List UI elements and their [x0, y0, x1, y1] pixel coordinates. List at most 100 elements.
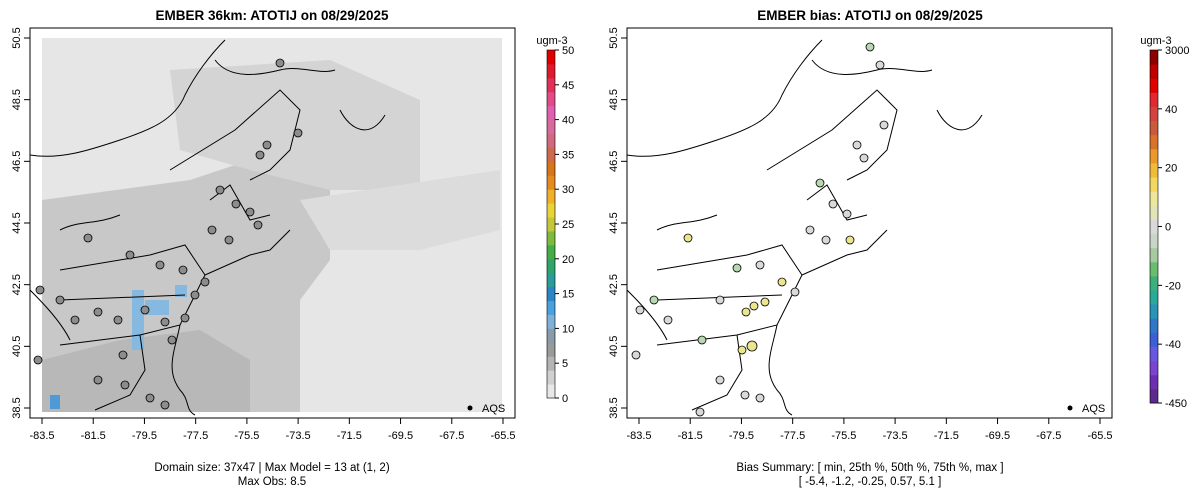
bias-site	[821, 235, 831, 245]
aqs-sites	[33, 58, 303, 410]
coastline	[339, 109, 386, 131]
lake-shore	[30, 289, 71, 341]
colorbar-tick-label: 50	[562, 45, 574, 57]
aqs-site	[215, 185, 225, 195]
colorbar-segment	[547, 119, 555, 135]
y-tick-label: 42.5	[11, 274, 23, 295]
bias-site	[760, 297, 770, 307]
colorbar-segment	[1150, 177, 1158, 192]
bias-colorbar: ugm-3 -450 -40 -20 0 20 40 3000	[1140, 35, 1189, 410]
basemap-lines	[627, 39, 983, 416]
bias-site	[697, 335, 707, 345]
state-border	[204, 229, 291, 276]
x-tick-label: -77.5	[183, 430, 208, 442]
bias-site	[777, 277, 787, 287]
y-tick-label: 38.5	[11, 397, 23, 418]
bias-site	[755, 260, 765, 270]
y-tick-label: 42.5	[608, 274, 620, 295]
y-tick-label: 38.5	[608, 397, 620, 418]
x-tick-label: -79.5	[729, 430, 754, 442]
colorbar-segment	[1150, 304, 1158, 319]
colorbar-segment	[547, 63, 555, 79]
aqs-site	[83, 233, 93, 243]
aqs-site	[145, 393, 155, 403]
bias-colorbar-unit: ugm-3	[1140, 35, 1171, 47]
x-tick-label: -67.5	[439, 430, 464, 442]
colorbar-tick-label: 40	[1165, 104, 1177, 116]
colorbar-tick-label: 20	[1165, 163, 1177, 175]
colorbar-segment	[1150, 332, 1158, 348]
colorbar-segment	[547, 203, 555, 218]
aqs-site	[245, 207, 255, 217]
bias-site	[737, 345, 747, 355]
bias-site	[715, 375, 725, 385]
bias-colorbar-gradient	[1149, 49, 1159, 404]
bias-site	[755, 393, 765, 403]
bias-site	[635, 305, 645, 315]
model-panel: EMBER 36km: ATOTIJ on 08/29/2025	[11, 8, 574, 488]
colorbar-segment	[1150, 275, 1158, 291]
bias-site	[828, 199, 838, 209]
model-colorbar-unit: ugm-3	[536, 35, 567, 47]
colorbar-tick-label: 30	[562, 184, 574, 196]
colorbar-segment	[547, 77, 555, 93]
aqs-site	[113, 315, 123, 325]
bias-site	[695, 407, 705, 417]
x-tick-label: -79.5	[132, 430, 157, 442]
colorbar-segment	[547, 230, 555, 246]
coastline	[214, 59, 336, 75]
colorbar-segment	[1150, 233, 1158, 249]
bias-site	[790, 287, 800, 297]
bias-footer-summary-label: Bias Summary: [ min, 25th %, 50th %, 75t…	[736, 462, 1003, 474]
lake-shore	[59, 214, 121, 231]
bias-site	[749, 301, 759, 311]
colorbar-tick-label: -450	[1165, 398, 1187, 410]
colorbar-segment	[1150, 318, 1158, 333]
y-tick-label: 50.5	[608, 27, 620, 48]
colorbar-segment	[547, 342, 555, 357]
colorbar-segment	[547, 258, 555, 274]
y-tick-label: 44.5	[11, 212, 23, 233]
colorbar-segment	[1150, 261, 1158, 277]
grid-region-north	[170, 60, 420, 190]
grid-cell-elevated	[145, 300, 169, 315]
model-footer-domain: Domain size: 37x47 | Max Model = 13 at (…	[154, 462, 390, 474]
state-border	[169, 89, 301, 181]
x-tick-label: -65.5	[490, 430, 515, 442]
colorbar-segment	[1150, 290, 1158, 305]
aqs-site	[180, 313, 190, 323]
colorbar-segment	[1150, 64, 1158, 79]
colorbar-segment	[547, 217, 555, 232]
bias-panel-title: EMBER bias: ATOTIJ on 08/29/2025	[757, 8, 983, 23]
grid-region-higher	[42, 330, 250, 412]
model-colorbar: ugm-3 0 5 10 15 20 25 30 35 40 45 50	[536, 35, 574, 405]
aqs-site	[125, 250, 135, 260]
colorbar-segment	[547, 189, 555, 204]
bias-plot-frame	[626, 27, 1113, 419]
aqs-site	[120, 380, 130, 390]
colorbar-segment	[547, 147, 555, 162]
x-tick-label: -81.5	[81, 430, 106, 442]
colorbar-tick-label: 10	[562, 323, 574, 335]
colorbar-segment	[547, 356, 555, 371]
colorbar-segment	[1150, 346, 1158, 362]
colorbar-tick-label: 40	[562, 115, 574, 127]
state-border	[691, 334, 743, 411]
state-border	[766, 89, 898, 181]
model-concentration-grid: AQS	[30, 38, 505, 416]
y-tick-label: 40.5	[608, 336, 620, 357]
y-tick-label: 46.5	[608, 151, 620, 172]
aqs-legend-label: AQS	[482, 403, 505, 415]
aqs-site	[160, 317, 170, 327]
colorbar-segment	[1150, 360, 1158, 376]
state-border	[94, 334, 146, 411]
x-tick-label: -73.5	[286, 430, 311, 442]
aqs-site	[231, 199, 241, 209]
colorbar-segment	[1150, 388, 1158, 404]
coastline	[768, 324, 793, 416]
model-panel-title: EMBER 36km: ATOTIJ on 08/29/2025	[155, 8, 389, 23]
colorbar-segment	[547, 328, 555, 343]
bias-site	[875, 60, 885, 70]
x-tick-label: -75.5	[234, 430, 259, 442]
